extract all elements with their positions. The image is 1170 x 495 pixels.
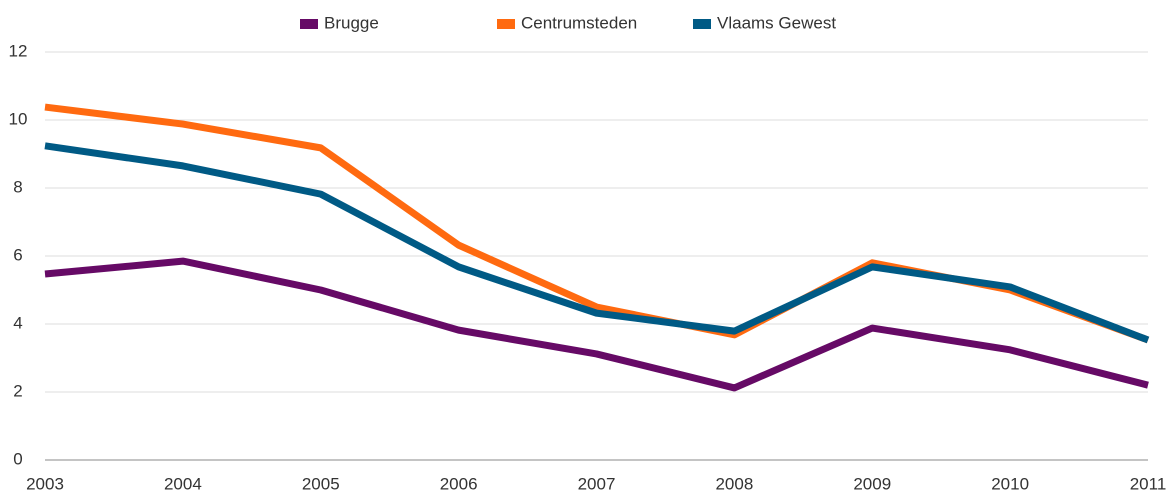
x-tick-label: 2007 [578,474,616,493]
x-tick-label: 2004 [164,474,202,493]
legend-swatch [497,19,515,29]
x-tick-label: 2011 [1130,474,1167,493]
y-tick-label: 6 [13,245,22,264]
legend-label: Vlaams Gewest [717,13,836,32]
x-tick-label: 2008 [715,474,753,493]
series-line [44,142,1150,344]
series-line [44,257,1149,392]
x-tick-label: 2005 [302,474,340,493]
y-tick-label: 12 [9,41,28,60]
legend-swatch [693,19,711,29]
x-tick-label: 2010 [991,474,1029,493]
y-tick-label: 10 [9,109,28,128]
y-tick-label: 2 [13,381,22,400]
series-line [44,103,1150,344]
x-tick-label: 2006 [440,474,478,493]
x-tick-label: 2003 [26,474,64,493]
legend-swatch [300,19,318,29]
y-tick-label: 0 [13,449,22,468]
legend-label: Centrumsteden [521,13,637,32]
y-tick-label: 4 [13,313,22,332]
y-tick-label: 8 [13,177,22,196]
legend-label: Brugge [324,13,379,32]
x-tick-label: 2009 [853,474,891,493]
